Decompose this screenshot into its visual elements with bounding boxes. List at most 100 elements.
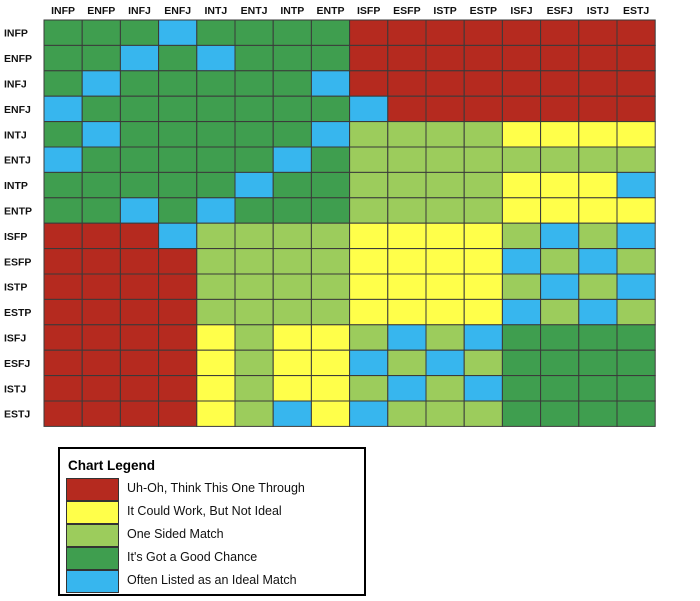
cell-enfj-intj: [196, 95, 236, 123]
column-label-esfj: ESFJ: [547, 5, 573, 17]
cell-infp-istj: [578, 19, 618, 46]
cell-enfp-enfp: [81, 44, 121, 72]
cell-enfp-estp: [463, 44, 503, 72]
cell-infj-esfp: [387, 70, 427, 97]
cell-isfj-infj: [119, 324, 160, 351]
cell-esfj-estj: [616, 349, 656, 377]
cell-entp-enfj: [158, 197, 198, 224]
cell-enfj-istj: [578, 95, 618, 123]
cell-estp-intj: [196, 298, 236, 326]
cell-intp-esfp: [387, 171, 427, 199]
cell-intp-isfp: [349, 171, 389, 199]
cell-infp-enfj: [158, 19, 198, 46]
cell-esfp-istp: [425, 248, 465, 275]
cell-estj-isfj: [501, 400, 542, 427]
cell-entp-istp: [425, 197, 465, 224]
cell-estp-isfj: [501, 298, 542, 326]
cell-istp-estp: [463, 273, 503, 300]
legend-label: One Sided Match: [127, 527, 224, 541]
row-label-esfp: ESFP: [4, 256, 31, 268]
cell-estj-istj: [578, 400, 618, 427]
cell-isfj-isfj: [501, 324, 542, 351]
cell-entp-entp: [310, 197, 351, 224]
cell-enfj-estj: [616, 95, 656, 123]
cell-infp-esfp: [387, 19, 427, 46]
cell-intj-infp: [43, 121, 83, 148]
cell-intj-enfj: [158, 121, 198, 148]
cell-estj-esfp: [387, 400, 427, 427]
row-labels: INFP ENFP INFJ ENFJ INTJ ENTJ INTP ENTP ISFP ESFP…: [4, 28, 32, 421]
cell-enfp-entp: [310, 44, 351, 72]
column-label-istj: ISTJ: [587, 5, 609, 17]
cell-istj-estp: [463, 375, 503, 402]
cell-estp-estp: [463, 298, 503, 326]
cell-infp-esfj: [540, 19, 580, 46]
cell-esfp-intj: [196, 248, 236, 275]
legend-label: It Could Work, But Not Ideal: [127, 504, 282, 518]
cell-isfj-entj: [234, 324, 274, 351]
cell-infp-isfp: [349, 19, 389, 46]
heatmap-cells: [43, 19, 656, 427]
cell-esfp-enfp: [81, 248, 121, 275]
cell-esfp-isfj: [501, 248, 542, 275]
cell-esfj-infj: [119, 349, 160, 377]
cell-infp-infp: [43, 19, 83, 46]
cell-istj-infj: [119, 375, 160, 402]
cell-entj-estp: [463, 146, 503, 173]
cell-enfp-entj: [234, 44, 274, 72]
cell-enfj-enfj: [158, 95, 198, 123]
cell-esfp-estj: [616, 248, 656, 275]
cell-entj-istj: [578, 146, 618, 173]
column-label-intp: INTP: [280, 5, 304, 17]
cell-estp-entj: [234, 298, 274, 326]
cell-estj-esfj: [540, 400, 580, 427]
cell-istp-estj: [616, 273, 656, 300]
row-label-estj: ESTJ: [4, 409, 30, 421]
row-label-intj: INTJ: [4, 129, 27, 141]
cell-enfp-intj: [196, 44, 236, 72]
cell-entp-esfp: [387, 197, 427, 224]
cell-isfj-estp: [463, 324, 503, 351]
column-label-estp: ESTP: [470, 5, 497, 17]
cell-estj-infj: [119, 400, 160, 427]
cell-esfp-intp: [272, 248, 312, 275]
cell-entp-isfp: [349, 197, 389, 224]
cell-istj-infp: [43, 375, 83, 402]
cell-infj-istp: [425, 70, 465, 97]
column-label-intj: INTJ: [205, 5, 228, 17]
cell-entj-estj: [616, 146, 656, 173]
cell-entj-esfp: [387, 146, 427, 173]
cell-infj-intp: [272, 70, 312, 97]
cell-entp-entj: [234, 197, 274, 224]
legend-swatch-red: [66, 478, 119, 501]
cell-entp-esfj: [540, 197, 580, 224]
cell-istp-intp: [272, 273, 312, 300]
cell-intp-istp: [425, 171, 465, 199]
cell-esfj-intj: [196, 349, 236, 377]
compatibility-heatmap: INFP ENFP INFJ ENFJ INTJ ENTJ INTP ENTP ISFP ESFP…: [4, 5, 656, 427]
cell-istj-enfp: [81, 375, 121, 402]
cell-isfp-intp: [272, 222, 312, 250]
row-label-isfj: ISFJ: [4, 333, 26, 345]
column-label-entj: ENTJ: [241, 5, 268, 17]
legend-swatch-green: [66, 547, 119, 570]
cell-estp-istp: [425, 298, 465, 326]
cell-istj-entj: [234, 375, 274, 402]
cell-isfj-estj: [616, 324, 656, 351]
cell-istp-esfj: [540, 273, 580, 300]
row-label-istj: ISTJ: [4, 383, 26, 395]
cell-esfj-entp: [310, 349, 351, 377]
cell-intj-estp: [463, 121, 503, 148]
cell-infj-istj: [578, 70, 618, 97]
cell-istj-istp: [425, 375, 465, 402]
cell-estp-estj: [616, 298, 656, 326]
cell-intp-entp: [310, 171, 351, 199]
cell-istp-isfj: [501, 273, 542, 300]
cell-estp-esfj: [540, 298, 580, 326]
cell-intp-entj: [234, 171, 274, 199]
cell-entp-enfp: [81, 197, 121, 224]
cell-esfj-entj: [234, 349, 274, 377]
cell-istp-istp: [425, 273, 465, 300]
cell-infj-entj: [234, 70, 274, 97]
cell-entj-infj: [119, 146, 160, 173]
